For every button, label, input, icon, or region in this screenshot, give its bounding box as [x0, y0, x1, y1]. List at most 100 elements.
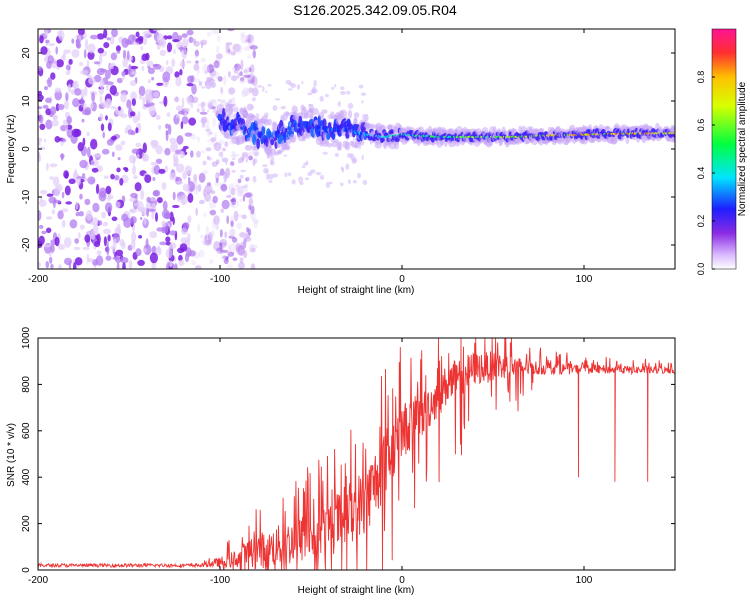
spectrogram-noise-blob — [105, 185, 112, 195]
spectrogram-noise-blob — [231, 197, 237, 206]
spectrogram-noise-blob — [198, 249, 205, 258]
spectrogram-noise-blob — [190, 104, 194, 108]
spectrogram-noise-blob — [357, 172, 361, 179]
spectrogram-noise-blob — [162, 200, 168, 211]
spectrogram-noise-blob — [137, 110, 141, 122]
spectrogram-noise-blob — [250, 263, 256, 269]
spectrogram-ridge-halo — [272, 122, 278, 127]
spectrogram-noise-blob — [248, 244, 255, 253]
spectrogram-noise-blob — [141, 34, 148, 46]
spectrogram-noise-blob — [186, 29, 194, 36]
spectrogram-noise-blob — [65, 64, 71, 71]
spectrogram-noise-blob — [202, 160, 207, 166]
spectrogram-noise-blob — [61, 138, 67, 143]
spectrogram-noise-blob — [101, 148, 110, 155]
spectrogram-noise-blob — [86, 74, 92, 78]
spectrogram-noise-blob — [199, 234, 204, 239]
spectrogram-noise-blob — [226, 168, 230, 171]
spectrogram-noise-blob — [156, 82, 164, 87]
spectrogram-noise-blob — [247, 73, 255, 85]
spectrogram-noise-blob — [192, 38, 197, 44]
spectrogram-noise-blob — [180, 121, 184, 130]
spectrogram-noise-blob — [74, 88, 82, 96]
spectrogram-noise-blob — [247, 55, 252, 59]
spectrogram-noise-blob — [44, 29, 48, 37]
spectrogram-noise-blob — [52, 176, 60, 187]
spectrogram-noise-blob — [206, 182, 212, 187]
spectrogram-noise-blob — [287, 172, 292, 177]
spectrogram-noise-blob — [245, 75, 253, 82]
spectrogram-noise-blob — [86, 146, 91, 158]
spectrogram-noise-blob — [130, 91, 138, 102]
spectrogram-noise-blob — [106, 98, 112, 107]
spectrogram-noise-blob — [128, 154, 137, 164]
spectrogram-noise-blob — [158, 168, 166, 174]
spectrogram-ridge-halo — [289, 133, 297, 143]
spectrogram-noise-blob — [172, 204, 180, 209]
spectrogram-noise-blob — [131, 148, 140, 154]
spectrogram-noise-blob — [100, 68, 107, 73]
spectrogram-noise-blob — [334, 84, 337, 88]
spectrogram-noise-blob — [240, 59, 244, 71]
spectrogram-noise-blob — [115, 201, 121, 209]
spectrogram-noise-blob — [223, 257, 229, 265]
spectrogram-noise-blob — [242, 195, 246, 202]
spectrogram-noise-blob — [89, 103, 94, 109]
spectrogram-noise-blob — [237, 73, 240, 79]
spectrogram-noise-blob — [190, 134, 197, 140]
spectrogram-noise-blob — [95, 183, 100, 195]
spectrogram-noise-blob — [197, 184, 202, 192]
spectrogram-noise-blob — [211, 29, 220, 35]
spectrogram-ridge-halo — [364, 113, 369, 122]
spectrogram-noise-blob — [177, 35, 183, 41]
spectrogram-noise-blob — [64, 185, 71, 196]
spectrogram-noise-blob — [187, 193, 194, 203]
spectrogram-noise-blob — [236, 245, 245, 256]
spectrogram-noise-blob — [96, 33, 105, 40]
spectrogram-noise-blob — [130, 65, 139, 70]
spectrogram-noise-blob — [122, 262, 126, 269]
spectrogram-noise-blob — [243, 69, 248, 73]
spectrogram-noise-blob — [288, 82, 293, 86]
spectrogram-ridge-point — [270, 139, 275, 146]
spectrogram-noise-blob — [250, 64, 255, 74]
spectrogram-noise-blob — [245, 158, 248, 163]
spectrogram-noise-blob — [38, 210, 42, 221]
spectrogram-noise-blob — [230, 228, 235, 238]
spectrogram-ridge-halo — [249, 115, 257, 122]
spectrogram-noise-blob — [152, 190, 159, 197]
spectrogram-noise-blob — [196, 103, 204, 107]
spectrogram-noise-blob — [219, 186, 228, 191]
spectrogram-noise-blob — [158, 124, 162, 131]
spectrogram-noise-blob — [218, 151, 223, 158]
spectrogram-noise-blob — [205, 70, 208, 74]
spectrogram-noise-blob — [218, 139, 224, 146]
spectrogram-noise-blob — [361, 154, 364, 161]
spectrogram-noise-blob — [195, 181, 198, 192]
spectrogram-noise-blob — [236, 222, 242, 230]
spectrogram-noise-blob — [66, 115, 73, 125]
spectrogram-noise-blob — [133, 175, 138, 180]
spectrogram-noise-blob — [304, 177, 310, 181]
spectrogram-noise-blob — [181, 48, 188, 59]
spectrogram-noise-blob — [38, 224, 44, 229]
spectrogram-noise-blob — [210, 137, 217, 142]
spectrogram-noise-blob — [251, 97, 256, 102]
spectrogram-noise-blob — [79, 159, 88, 169]
spectrogram-noise-blob — [107, 234, 111, 242]
spectrogram-noise-blob — [188, 36, 194, 43]
spectrogram-noise-blob — [47, 55, 54, 64]
spectrogram-noise-blob — [127, 129, 134, 135]
spectrogram-noise-blob — [225, 42, 233, 46]
spectrogram-noise-blob — [219, 181, 227, 189]
colorbar — [711, 28, 737, 270]
spectrogram-noise-blob — [159, 49, 166, 57]
spectrogram-noise-blob — [169, 242, 177, 249]
spectrogram-noise-blob — [65, 123, 68, 132]
spectrogram-noise-blob — [159, 241, 168, 246]
spectrogram-noise-blob — [211, 161, 218, 167]
spectrogram-noise-blob — [198, 172, 206, 183]
spectrogram-ridge-halo — [322, 138, 329, 145]
spectrogram-noise-blob — [207, 101, 214, 108]
spectrogram-noise-blob — [215, 56, 222, 64]
